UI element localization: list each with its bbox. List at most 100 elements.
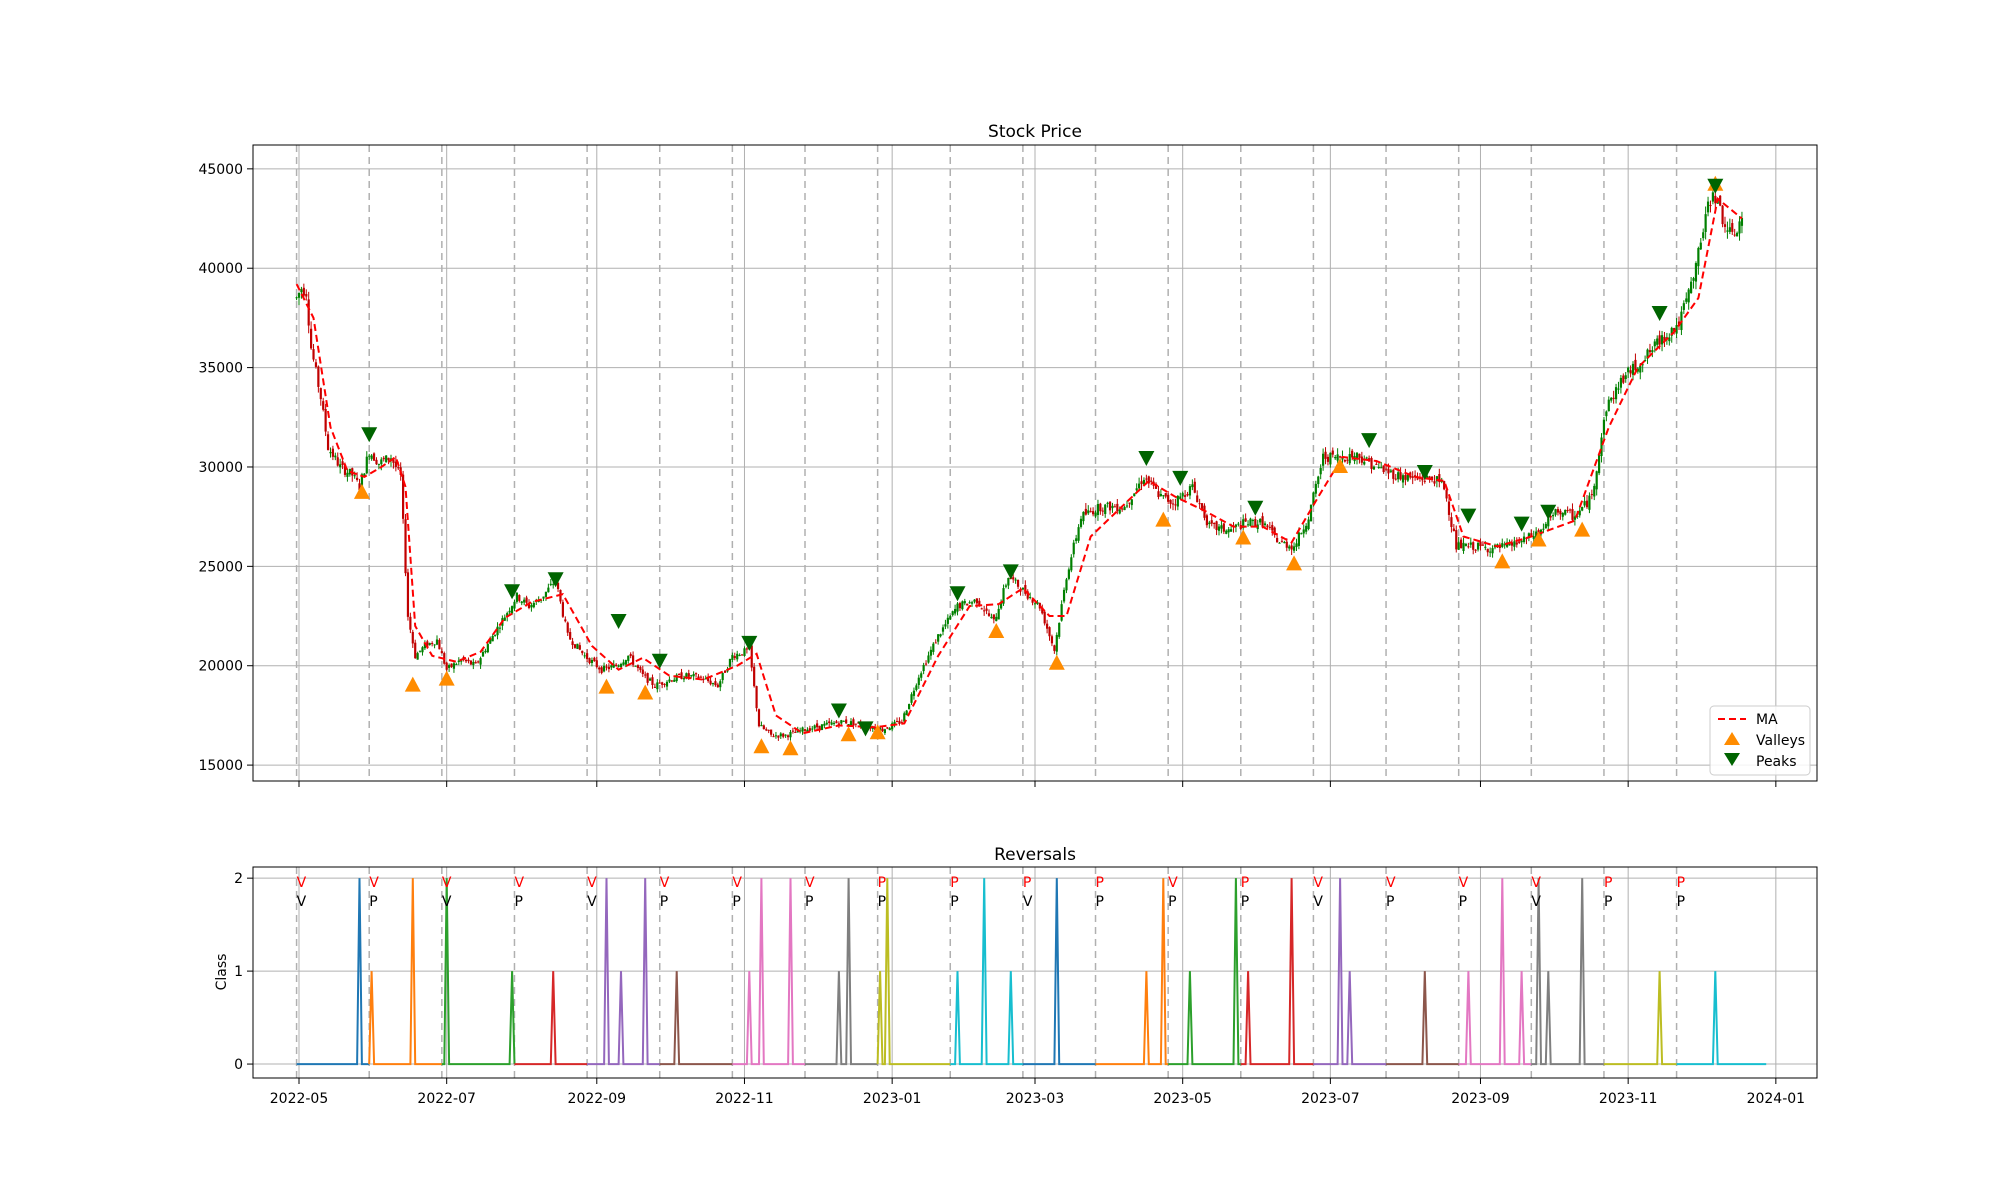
candle-body (1343, 460, 1346, 462)
candle-body (1246, 524, 1250, 526)
actual-label: V (297, 894, 307, 910)
candle-body (605, 666, 608, 668)
candle-body (779, 733, 782, 737)
valley-marker (404, 676, 421, 692)
candle-body (370, 455, 373, 459)
price-ytick-label: 45000 (198, 162, 243, 178)
candle-body (1280, 540, 1284, 542)
candle-body (777, 735, 780, 738)
candle-body (1699, 242, 1702, 250)
candle-body (941, 627, 945, 632)
candle-body (334, 455, 337, 458)
candle-body (1566, 509, 1569, 511)
reversal-markers (353, 175, 1724, 756)
candle-body (1583, 501, 1586, 506)
candle-body (687, 673, 690, 677)
peak-marker (1651, 305, 1668, 321)
candle-body (668, 679, 671, 682)
candle-body (518, 595, 521, 601)
candle-body (1740, 218, 1744, 226)
candle-body (1595, 471, 1598, 490)
candle-body (903, 713, 906, 722)
candle-body (1704, 214, 1707, 233)
candle-body (765, 729, 768, 731)
candle-body (385, 455, 388, 463)
candle-body (404, 519, 407, 574)
reversal-series-line (296, 878, 370, 1066)
candle-body (1571, 509, 1574, 520)
candle-body (1278, 542, 1281, 544)
candle-body (1208, 522, 1211, 525)
candle-body (1660, 335, 1664, 345)
candle-body (1423, 480, 1426, 482)
candle-body (586, 653, 589, 660)
candle-body (1004, 585, 1008, 587)
candle-body (1043, 611, 1046, 624)
candle-body (648, 678, 652, 681)
reversal-series-line (805, 878, 878, 1066)
candle-body (891, 723, 894, 730)
candle-body (1309, 504, 1313, 522)
candle-body (1305, 525, 1308, 532)
candle-body (755, 686, 758, 709)
candle-body (1033, 603, 1037, 605)
candle-body (641, 669, 644, 675)
candle-body (1532, 536, 1535, 539)
candle-body (1266, 525, 1269, 527)
candle-body (1334, 456, 1337, 459)
candle-body (1094, 512, 1097, 517)
valley-marker (988, 622, 1005, 638)
candle-body (336, 457, 339, 466)
candle-body (1515, 542, 1518, 545)
reversal-series-line (1676, 971, 1767, 1066)
candle-body (1404, 475, 1407, 480)
candle-body (1193, 481, 1196, 493)
candle-body (1547, 518, 1550, 527)
candle-body (489, 638, 492, 644)
candle-body (1610, 397, 1613, 401)
candle-body (392, 458, 395, 463)
candle-body (1636, 368, 1639, 372)
candle-body (724, 670, 727, 673)
candle-body (1130, 499, 1133, 506)
candle-body (484, 650, 487, 653)
actual-label: P (1386, 894, 1394, 910)
candle-body (1159, 494, 1162, 496)
candle-body (1142, 479, 1146, 485)
candle-body (1254, 519, 1257, 527)
candle-body (1668, 337, 1671, 342)
reversal-series-line (1240, 878, 1314, 1066)
candle-body (1355, 452, 1359, 459)
candle-body (1738, 221, 1741, 234)
candle-body (1096, 504, 1100, 515)
valley-marker (869, 724, 886, 740)
candle-body (1227, 529, 1230, 533)
candle-body (1210, 520, 1213, 524)
candle-body (820, 724, 824, 731)
candle-body (634, 665, 637, 667)
candle-body (1421, 477, 1424, 481)
candle-body (743, 648, 746, 656)
candle-body (644, 674, 647, 676)
candle-body (491, 636, 494, 642)
candle-body (1622, 375, 1625, 383)
candle-body (1283, 542, 1286, 544)
candle-body (581, 650, 584, 654)
candle-body (600, 667, 603, 673)
candle-body (1687, 289, 1690, 303)
reversal-xtick-label: 2023-07 (1301, 1091, 1360, 1107)
candle-body (1384, 468, 1388, 470)
candle-body (1053, 645, 1056, 651)
candle-body (326, 434, 330, 450)
candle-body (1171, 503, 1175, 505)
candle-body (353, 475, 356, 477)
candle-body (341, 461, 344, 465)
candle-body (1256, 524, 1259, 530)
candle-body (951, 611, 954, 616)
candle-body (733, 656, 736, 659)
reversal-series-line (1022, 878, 1096, 1066)
candle-body (1084, 508, 1087, 515)
candle-body (905, 710, 908, 716)
candle-body (1624, 375, 1627, 380)
candle-body (1685, 298, 1688, 302)
